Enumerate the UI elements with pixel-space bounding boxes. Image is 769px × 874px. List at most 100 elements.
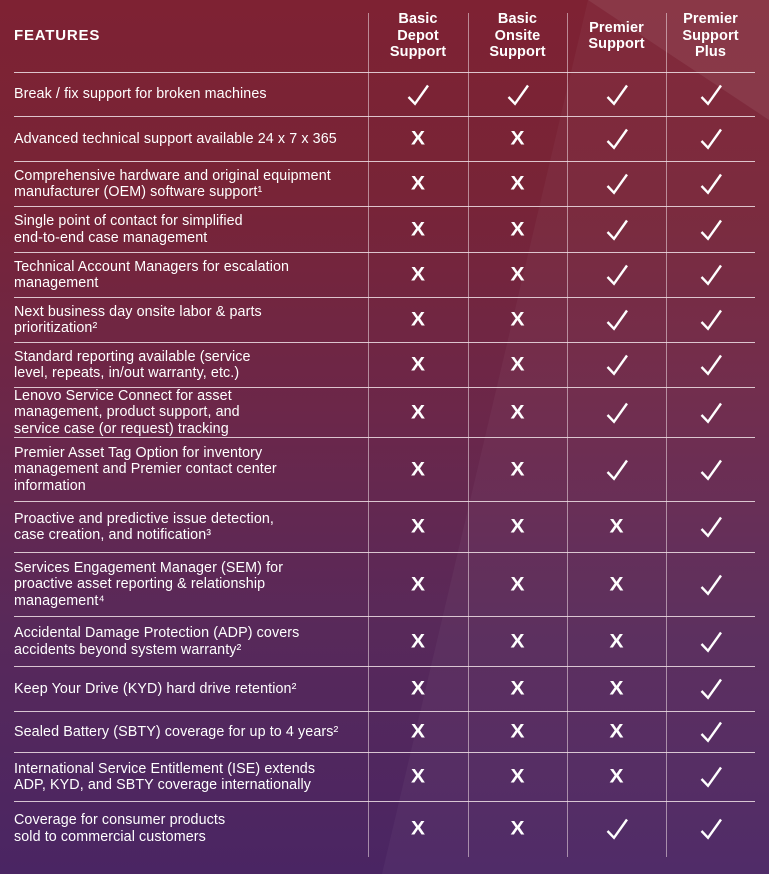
cell-basic-depot-support: X: [368, 617, 468, 666]
table-row: Single point of contact for simplified e…: [14, 207, 755, 253]
cell-premier-support-plus: [666, 162, 755, 206]
check-icon: [697, 307, 725, 333]
table-row: Next business day onsite labor & parts p…: [14, 298, 755, 343]
check-icon: [697, 676, 725, 702]
check-icon: [697, 217, 725, 243]
x-icon: X: [410, 515, 425, 538]
x-icon: X: [410, 720, 425, 743]
feature-label: International Service Entitlement (ISE) …: [14, 760, 316, 793]
column-header-basic-onsite-support: Basic Onsite Support: [489, 11, 546, 61]
cell-premier-support: X: [567, 502, 666, 552]
column-divider: [368, 13, 369, 857]
table-row: Proactive and predictive issue detection…: [14, 502, 755, 553]
cell-basic-depot-support: X: [368, 712, 468, 752]
feature-label: Premier Asset Tag Option for inventory m…: [14, 444, 277, 494]
table-row: Lenovo Service Connect for asset managem…: [14, 388, 755, 438]
cell-premier-support: X: [567, 617, 666, 666]
x-icon: X: [609, 720, 624, 743]
check-icon: [697, 262, 725, 288]
cell-premier-support-plus: [666, 438, 755, 501]
cell-basic-onsite-support: X: [468, 502, 567, 552]
x-icon: X: [410, 458, 425, 480]
cell-basic-onsite-support: X: [468, 753, 567, 801]
x-icon: X: [410, 308, 425, 331]
cell-premier-support-plus: [666, 753, 755, 801]
check-icon: [603, 82, 631, 108]
table-row: Comprehensive hardware and original equi…: [14, 162, 755, 207]
cell-basic-depot-support: X: [368, 298, 468, 342]
cell-premier-support: [567, 73, 666, 116]
feature-label: Keep Your Drive (KYD) hard drive retenti…: [14, 680, 297, 697]
feature-label: Technical Account Managers for escalatio…: [14, 258, 290, 291]
table-row: Sealed Battery (SBTY) coverage for up to…: [14, 712, 755, 753]
table-row: Break / fix support for broken machines: [14, 73, 755, 117]
x-icon: X: [410, 573, 425, 595]
check-icon: [697, 400, 725, 426]
table-row: International Service Entitlement (ISE) …: [14, 753, 755, 802]
cell-basic-onsite-support: X: [468, 802, 567, 855]
feature-label: Coverage for consumer products sold to c…: [14, 812, 226, 845]
check-icon: [603, 262, 631, 288]
table-row: Technical Account Managers for escalatio…: [14, 253, 755, 298]
cell-premier-support-plus: [666, 502, 755, 552]
cell-basic-onsite-support: X: [468, 298, 567, 342]
x-icon: X: [410, 677, 425, 700]
cell-premier-support: X: [567, 667, 666, 711]
cell-basic-onsite-support: X: [468, 388, 567, 437]
x-icon: X: [510, 720, 525, 743]
cell-basic-depot-support: X: [368, 253, 468, 297]
check-icon: [603, 457, 631, 483]
check-icon: [603, 126, 631, 152]
x-icon: X: [410, 172, 425, 195]
cell-basic-depot-support: X: [368, 667, 468, 711]
x-icon: X: [510, 127, 525, 150]
cell-premier-support: [567, 117, 666, 161]
x-icon: X: [410, 353, 425, 376]
x-icon: X: [609, 630, 624, 652]
x-icon: X: [510, 172, 525, 195]
cell-premier-support-plus: [666, 802, 755, 855]
x-icon: X: [410, 401, 425, 423]
cell-basic-depot-support: X: [368, 802, 468, 855]
check-icon: [697, 82, 725, 108]
x-icon: X: [510, 630, 525, 652]
x-icon: X: [609, 573, 624, 595]
x-icon: X: [510, 263, 525, 286]
table-row: Services Engagement Manager (SEM) for pr…: [14, 553, 755, 617]
x-icon: X: [510, 677, 525, 700]
table-row: Accidental Damage Protection (ADP) cover…: [14, 617, 755, 667]
cell-premier-support-plus: [666, 73, 755, 116]
cell-basic-depot-support: X: [368, 438, 468, 501]
feature-label: Lenovo Service Connect for asset managem…: [14, 387, 240, 437]
cell-premier-support: X: [567, 553, 666, 616]
table-header-row: FEATURES Basic Depot Support Basic Onsite…: [14, 0, 755, 73]
cell-basic-onsite-support: X: [468, 162, 567, 206]
check-icon: [504, 82, 532, 108]
feature-label: Advanced technical support available 24 …: [14, 130, 337, 147]
column-divider: [468, 13, 469, 857]
cell-basic-onsite-support: [468, 73, 567, 116]
cell-premier-support-plus: [666, 553, 755, 616]
check-icon: [603, 352, 631, 378]
x-icon: X: [510, 458, 525, 480]
feature-label: Standard reporting available (service le…: [14, 348, 251, 381]
column-divider: [666, 13, 667, 857]
table-row: Advanced technical support available 24 …: [14, 117, 755, 162]
cell-basic-depot-support: X: [368, 388, 468, 437]
check-icon: [697, 629, 725, 655]
cell-premier-support-plus: [666, 712, 755, 752]
cell-premier-support-plus: [666, 388, 755, 437]
cell-premier-support-plus: [666, 617, 755, 666]
cell-basic-depot-support: X: [368, 343, 468, 387]
x-icon: X: [510, 353, 525, 376]
x-icon: X: [510, 308, 525, 331]
features-header: FEATURES: [14, 26, 101, 44]
x-icon: X: [410, 630, 425, 652]
column-header-basic-depot-support: Basic Depot Support: [389, 11, 447, 61]
cell-premier-support-plus: [666, 207, 755, 252]
cell-basic-onsite-support: X: [468, 712, 567, 752]
x-icon: X: [410, 218, 425, 240]
x-icon: X: [510, 765, 525, 788]
cell-basic-onsite-support: X: [468, 343, 567, 387]
